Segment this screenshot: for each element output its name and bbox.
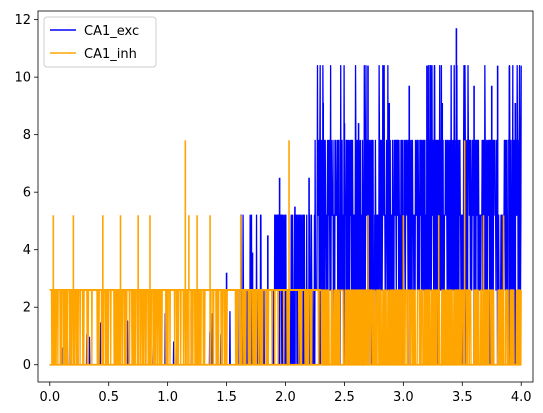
y-axis: 0 2 4 6 8 10 12 xyxy=(14,13,38,373)
y-tick-label: 2 xyxy=(23,301,31,316)
legend-label-exc: CA1_exc xyxy=(84,24,139,39)
x-tick-label: 0.0 xyxy=(39,390,60,405)
y-tick-label: 8 xyxy=(23,128,31,143)
y-tick-label: 12 xyxy=(14,13,31,28)
x-tick-label: 1.5 xyxy=(216,390,237,405)
legend-label-inh: CA1_inh xyxy=(84,47,137,62)
y-tick-label: 6 xyxy=(23,186,31,201)
x-axis: 0.0 0.5 1.0 1.5 2.0 2.5 3.0 3.5 4.0 xyxy=(39,382,532,405)
x-tick-label: 3.0 xyxy=(393,390,414,405)
x-tick-label: 1.0 xyxy=(157,390,178,405)
x-tick-label: 3.5 xyxy=(452,390,473,405)
legend: CA1_exc CA1_inh xyxy=(43,16,157,68)
x-tick-label: 2.5 xyxy=(334,390,355,405)
y-tick-label: 4 xyxy=(23,243,31,258)
y-tick-label: 10 xyxy=(14,71,31,86)
y-tick-label: 0 xyxy=(23,358,31,373)
x-tick-label: 0.5 xyxy=(98,390,119,405)
series-layer xyxy=(49,28,522,366)
x-tick-label: 4.0 xyxy=(511,390,532,405)
x-tick-label: 2.0 xyxy=(275,390,296,405)
